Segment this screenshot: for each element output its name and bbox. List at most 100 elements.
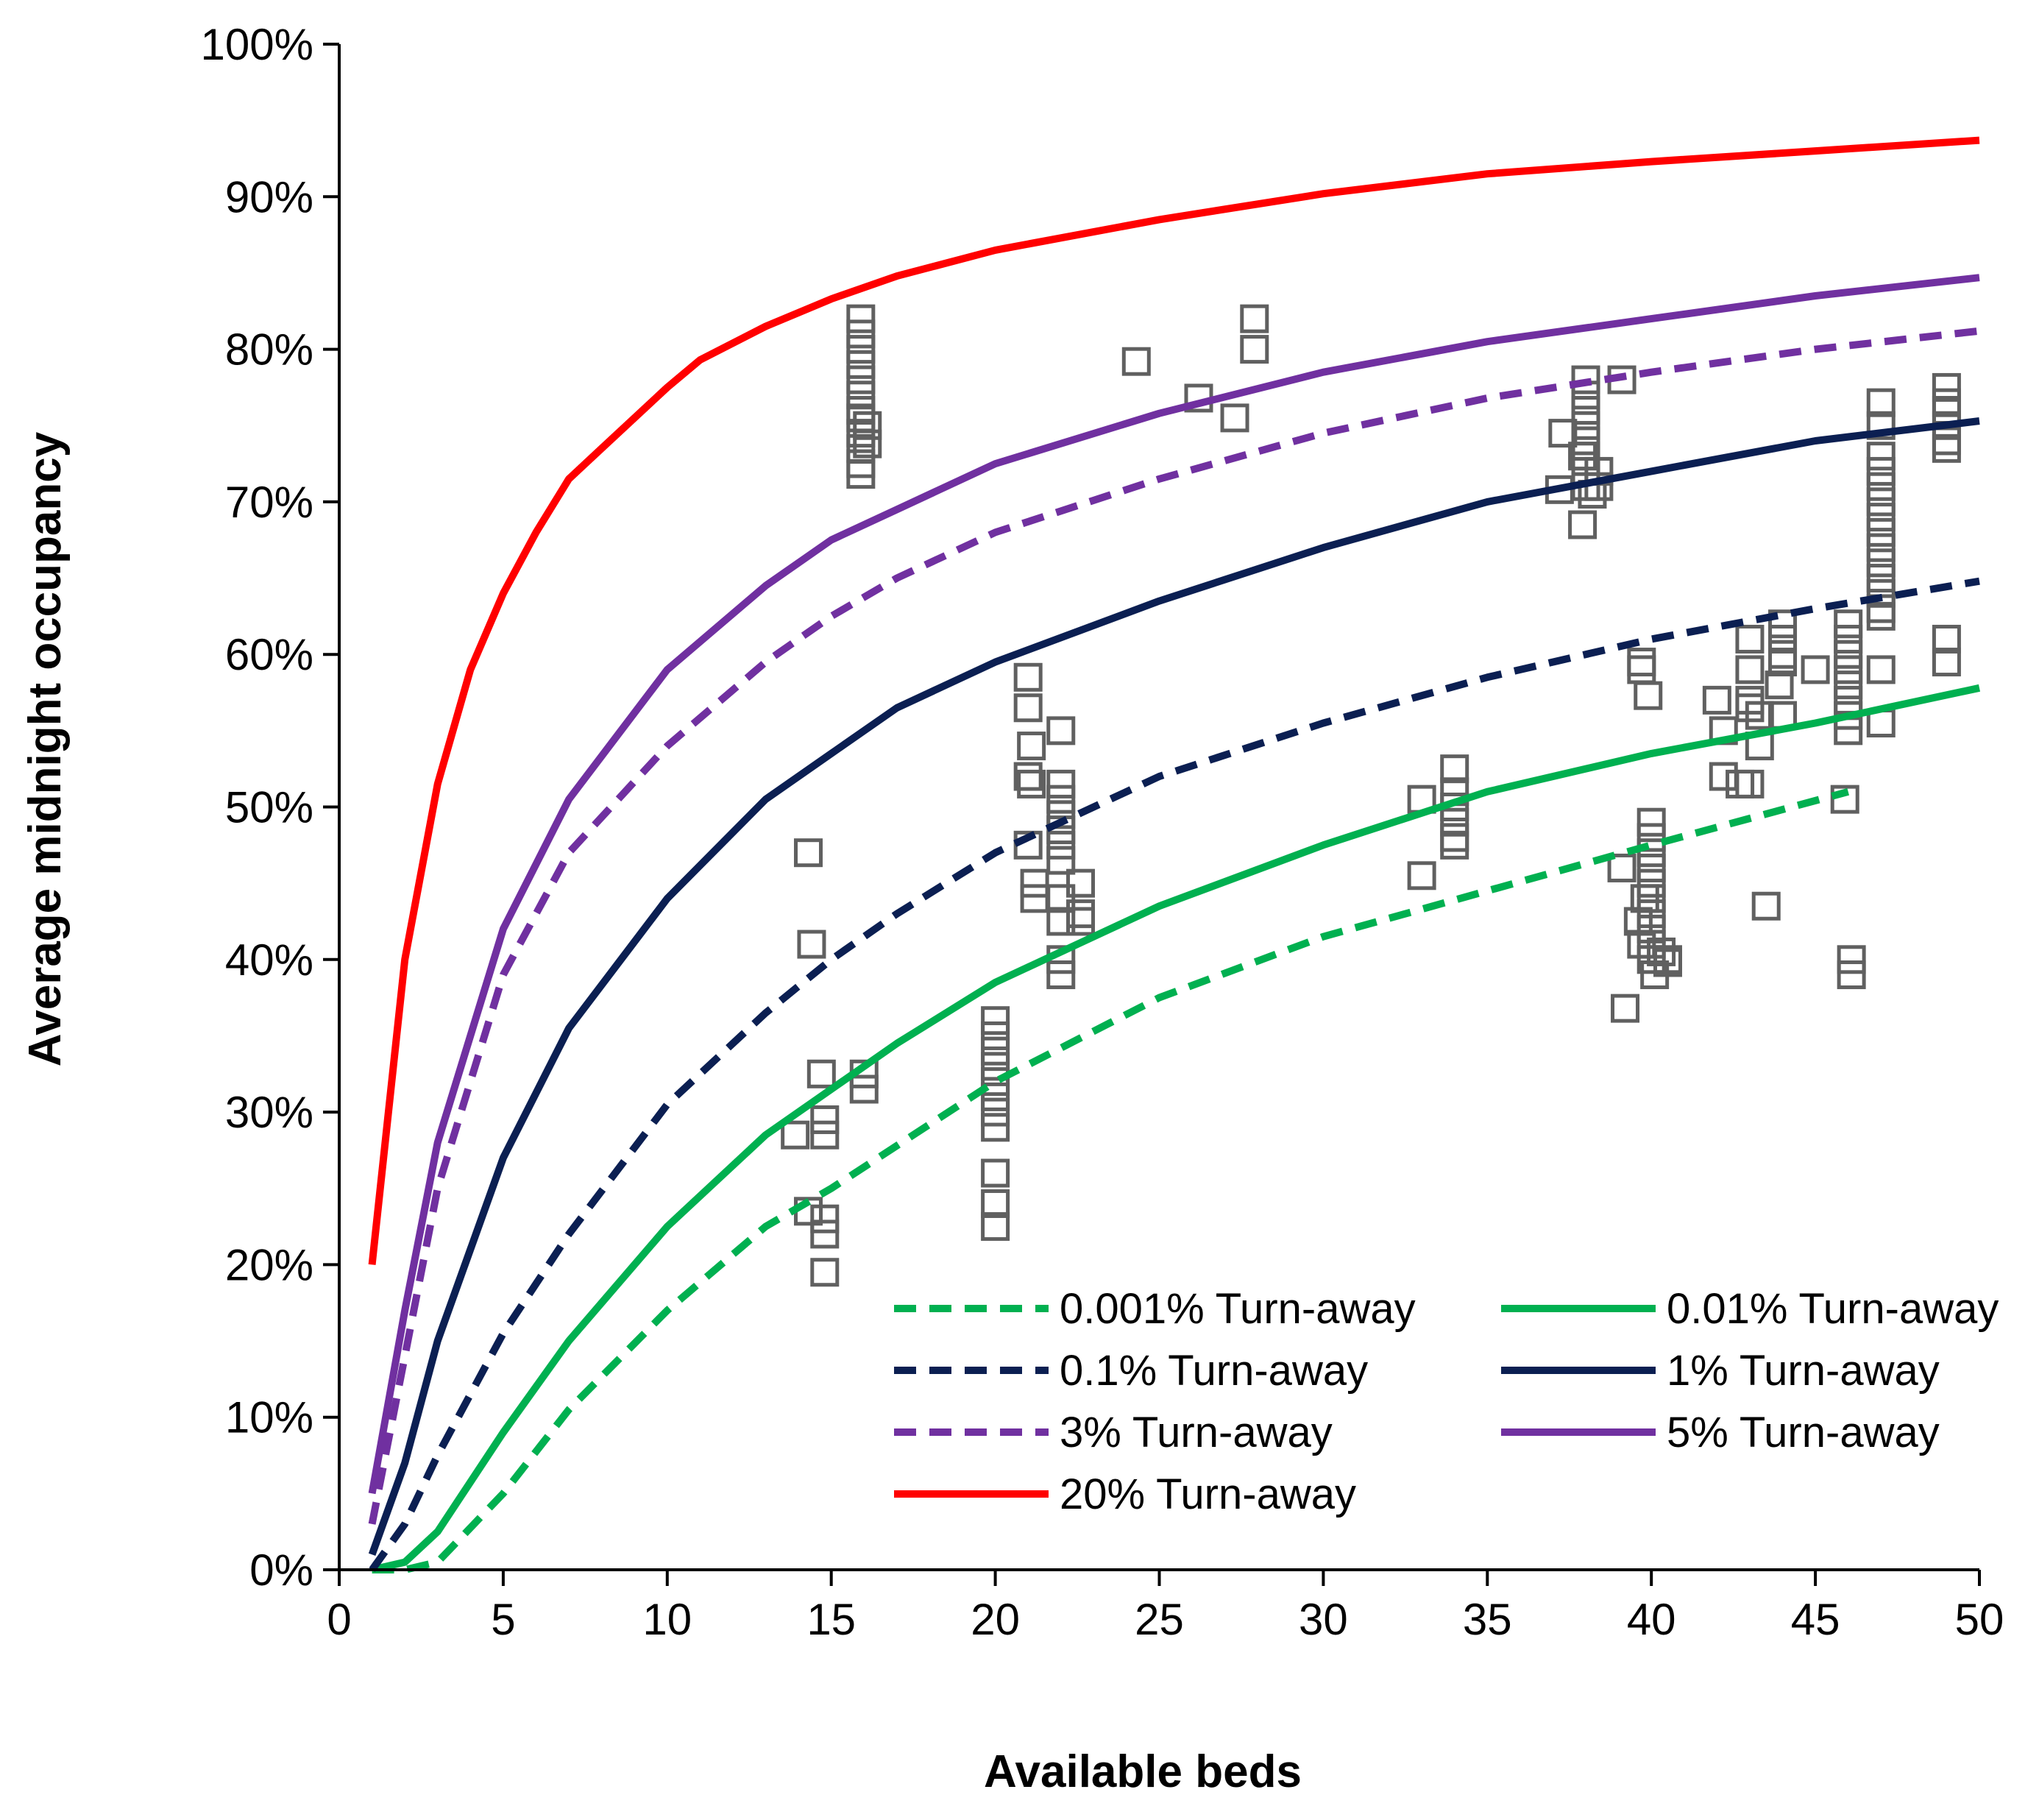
legend-label-1: 0.01% Turn-away (1667, 1285, 1999, 1333)
x-tick-label: 45 (1791, 1595, 1840, 1644)
scatter-point (1017, 769, 1046, 799)
scatter-point (1571, 426, 1600, 456)
scatter-point (1834, 655, 1863, 684)
scatter-point (1240, 304, 1269, 333)
scatter-point (1866, 411, 1896, 440)
scatter-point (1046, 960, 1076, 990)
scatter-point (1240, 335, 1269, 364)
scatter-point (1020, 868, 1049, 898)
scatter-point (1932, 648, 1961, 677)
scatter-point (1013, 762, 1043, 791)
scatter-point (1066, 907, 1096, 936)
scatter-point (1017, 732, 1046, 761)
scatter-point (1768, 648, 1798, 677)
scatter-point (1046, 884, 1076, 913)
scatter-point (846, 365, 876, 394)
scatter-point (846, 460, 876, 489)
scatter-point (1932, 433, 1961, 463)
y-tick-label: 10% (225, 1393, 313, 1442)
scatter-point (1046, 907, 1076, 936)
scatter-point (1801, 655, 1830, 684)
scatter-point (797, 930, 826, 959)
scatter-point (810, 1219, 840, 1249)
y-tick-label: 30% (225, 1088, 313, 1137)
scatter-point (1866, 578, 1896, 608)
x-tick-label: 20 (971, 1595, 1020, 1644)
scatter-point (1013, 693, 1043, 723)
scatter-point (1709, 762, 1738, 791)
scatter-point (1834, 640, 1863, 669)
series-line-5 (368, 274, 1980, 1495)
scatter-point (1046, 785, 1076, 814)
scatter-point (1866, 564, 1896, 593)
scatter-point (1765, 670, 1794, 700)
series-line-1 (371, 684, 1981, 1573)
scatter-point (1571, 365, 1600, 394)
series-line-2 (369, 577, 1980, 1572)
scatter-point (981, 1006, 1010, 1035)
x-axis-title: Available beds (984, 1746, 1302, 1797)
scatter-point (1866, 456, 1896, 486)
scatter-point (1834, 685, 1863, 715)
legend-label-2: 0.1% Turn-away (1060, 1347, 1368, 1395)
scatter-point (1046, 830, 1076, 860)
scatter-point (1636, 838, 1666, 868)
scatter-point (1046, 800, 1076, 829)
scatter-point (1653, 948, 1682, 977)
scatter-point (1751, 891, 1781, 921)
scatter-point (981, 1052, 1010, 1081)
scatter-point (1735, 624, 1765, 654)
scatter-point (781, 1120, 810, 1150)
scatter-point (1866, 548, 1896, 578)
scatter-point (1768, 624, 1798, 654)
scatter-point (1735, 685, 1765, 715)
scatter-point (810, 1120, 840, 1150)
y-tick-label: 50% (225, 783, 313, 832)
scatter-point (1571, 396, 1600, 425)
scatter-point (1636, 868, 1666, 898)
x-tick-label: 40 (1627, 1595, 1676, 1644)
legend-label-6: 20% Turn-away (1060, 1470, 1356, 1518)
series-line-0 (372, 787, 1850, 1573)
scatter-point (846, 304, 876, 333)
y-axis-title: Average midnight occupancy (20, 431, 71, 1066)
legend: 0.001% Turn-away 0.01% Turn-away 0.1% Turn… (894, 1285, 1999, 1518)
scatter-point (981, 1021, 1010, 1050)
scatter-point (1623, 907, 1653, 936)
scatter-point (981, 1158, 1010, 1188)
scatter-point (981, 1113, 1010, 1142)
x-tick-label: 30 (1299, 1595, 1348, 1644)
axes: 0% 10% 20% 30% 40% 50% 60% 70% 80% 90% 100% 0 5 10 15 2… (201, 20, 2004, 1644)
y-tick-label: 60% (225, 630, 313, 679)
x-tick-label: 35 (1463, 1595, 1512, 1644)
y-tick-label: 80% (225, 325, 313, 375)
scatter-point (1627, 930, 1656, 959)
x-tick-label: 5 (491, 1595, 515, 1644)
scatter-point (1046, 846, 1076, 875)
scatter-point (1636, 945, 1666, 974)
legend-label-4: 3% Turn-away (1060, 1409, 1333, 1456)
scatter-point (1440, 807, 1469, 837)
scatter-point (1066, 868, 1096, 898)
scatter-point (1866, 533, 1896, 562)
scatter-point (1627, 655, 1656, 684)
scatter-point (846, 380, 876, 410)
scatter-point (1013, 662, 1043, 692)
scatter-point (1932, 624, 1961, 654)
scatter-point (1020, 884, 1049, 913)
scatter-point (1866, 655, 1896, 684)
scatter-point (1735, 693, 1765, 723)
scatter-point (1866, 601, 1896, 631)
scatter-point (1834, 670, 1863, 700)
scatter-point (1627, 648, 1656, 677)
x-tick-label: 15 (806, 1595, 856, 1644)
scatter-point (810, 1258, 840, 1287)
series-line-3 (368, 417, 1980, 1556)
scatter-point (1611, 994, 1640, 1023)
scatter-point (981, 1097, 1010, 1127)
scatter-point (1866, 487, 1896, 517)
scatter-point (1745, 701, 1774, 730)
scatter-point (1407, 861, 1436, 890)
scatter-point (1046, 769, 1076, 799)
